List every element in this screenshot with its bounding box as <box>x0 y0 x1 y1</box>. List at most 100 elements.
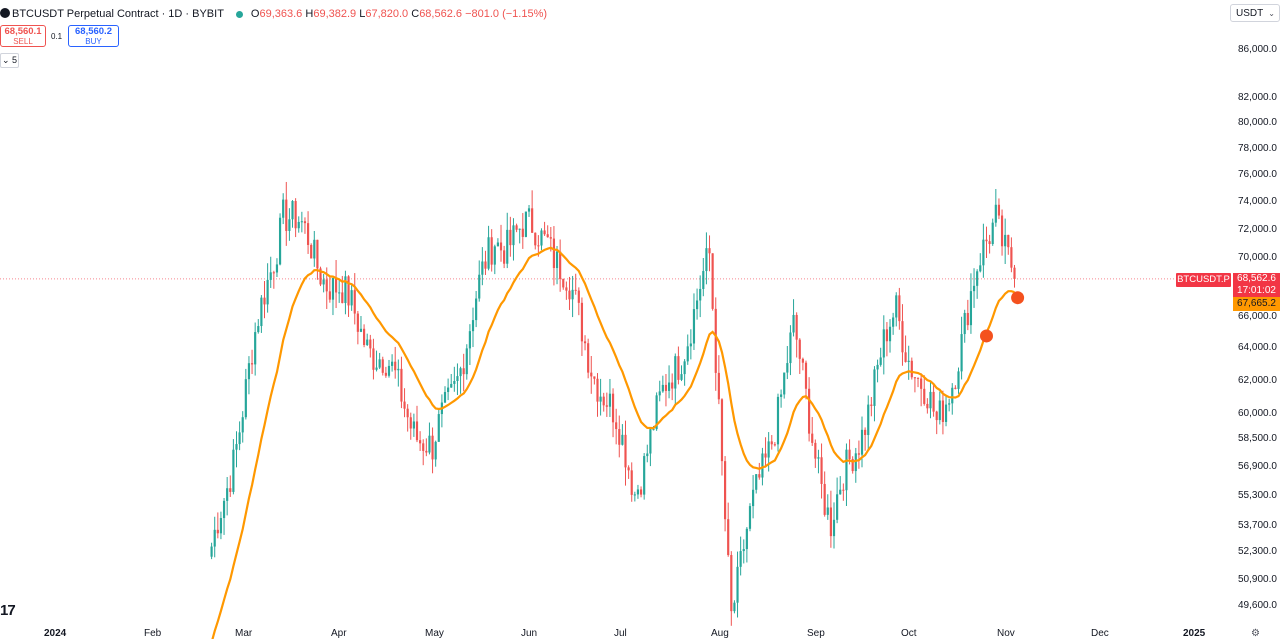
candle <box>403 388 406 418</box>
candle-body <box>285 199 288 231</box>
candle <box>210 542 213 560</box>
candle-body <box>490 237 493 265</box>
candle <box>546 225 549 238</box>
candle-body <box>723 461 727 520</box>
candle-body <box>478 274 481 299</box>
open-key: O <box>250 8 260 20</box>
candle-body <box>611 393 615 423</box>
candle <box>219 511 223 540</box>
sell-button[interactable]: 68,560.1 SELL <box>0 25 46 47</box>
candle-body <box>384 372 387 376</box>
candle <box>534 232 537 250</box>
candle-body <box>608 393 612 407</box>
candle <box>714 297 717 391</box>
candle <box>611 388 615 438</box>
candle <box>773 442 776 447</box>
candle <box>920 373 923 407</box>
price-axis-label: 82,000.0 <box>1238 92 1277 104</box>
time-axis-label: Jun <box>521 628 538 639</box>
price-axis-label: 66,000.0 <box>1238 311 1277 323</box>
candle <box>730 551 733 626</box>
candle-body <box>742 549 745 552</box>
candle <box>717 355 720 405</box>
candle-body <box>1013 267 1016 279</box>
candle <box>727 502 730 557</box>
candle-body <box>661 384 664 392</box>
currency-value: USDT <box>1236 8 1264 19</box>
candle-body <box>300 221 303 223</box>
candle-body <box>503 250 506 264</box>
candle <box>795 312 798 358</box>
currency-selector[interactable]: USDT ⌄ <box>1230 4 1280 22</box>
candle-body <box>748 506 752 529</box>
candle <box>216 512 219 539</box>
candle-body <box>879 357 882 365</box>
candle <box>447 378 450 401</box>
candle <box>605 392 608 417</box>
candle-body <box>752 489 755 507</box>
candle-body <box>555 251 559 269</box>
candle <box>1013 264 1016 288</box>
candle-body <box>456 376 459 381</box>
candle <box>907 345 910 380</box>
candle-body <box>272 272 275 274</box>
candle <box>957 367 960 394</box>
candle <box>667 365 671 399</box>
candle <box>873 366 876 422</box>
candle <box>275 258 279 278</box>
candle <box>334 260 338 309</box>
candle-body <box>524 211 528 237</box>
candle <box>306 211 310 254</box>
candle-body <box>605 405 608 407</box>
candle-body <box>857 453 860 455</box>
time-axis-label: Aug <box>711 628 729 639</box>
candle-body <box>664 384 668 391</box>
candle <box>331 277 335 316</box>
candle <box>820 443 823 499</box>
candle <box>851 456 854 474</box>
candle <box>836 477 839 524</box>
candle-body <box>714 308 717 373</box>
price-axis-label: 76,000.0 <box>1238 168 1277 180</box>
candle-body <box>297 221 300 229</box>
symbol-title[interactable]: BTCUSDT Perpetual Contract · 1D · BYBIT <box>12 8 224 20</box>
candle-body <box>559 251 562 279</box>
candle <box>979 253 982 273</box>
candle-body <box>515 225 518 230</box>
symbol-badge: BTCUSDT.P <box>1176 273 1231 287</box>
candle-body <box>674 356 677 389</box>
candle-body <box>1007 234 1010 248</box>
candle <box>658 380 661 402</box>
candle-body <box>808 388 811 434</box>
candle-body <box>537 245 540 247</box>
candle <box>515 223 518 233</box>
candle-body <box>699 288 702 301</box>
buy-button[interactable]: 68,560.2 BUY <box>68 25 119 47</box>
candle-body <box>832 519 836 537</box>
gear-icon[interactable]: ⚙ <box>1251 628 1260 639</box>
candle <box>272 270 275 289</box>
candle <box>789 325 792 376</box>
candle <box>562 278 565 290</box>
candle <box>804 360 808 400</box>
candle <box>972 268 976 308</box>
candle <box>948 398 951 412</box>
candle <box>580 297 584 356</box>
candle <box>568 276 571 310</box>
candle-body <box>356 313 359 332</box>
candle <box>786 346 789 380</box>
indicators-toggle[interactable]: ⌄ 5 <box>0 53 19 68</box>
candle <box>285 181 288 246</box>
candle <box>692 293 696 350</box>
buy-label: BUY <box>85 37 102 46</box>
candle-body <box>391 361 394 366</box>
signal-marker[interactable] <box>979 329 993 343</box>
price-axis-label: 62,000.0 <box>1238 374 1277 386</box>
candle-body <box>238 432 241 445</box>
candle <box>944 394 948 427</box>
candle-body <box>944 404 948 422</box>
candle-body <box>864 429 867 436</box>
tradingview-logo[interactable]: 17 <box>0 602 16 619</box>
signal-marker[interactable] <box>1011 291 1025 305</box>
